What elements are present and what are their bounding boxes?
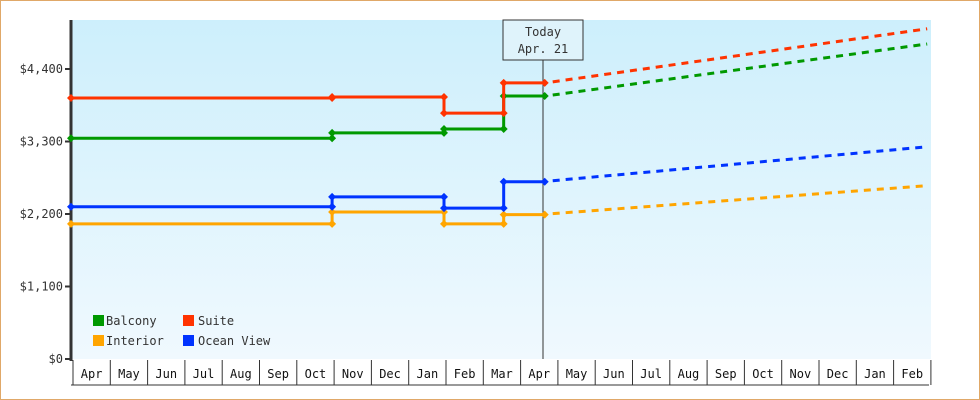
x-tick-label: Jun (155, 367, 177, 381)
x-axis: Apr May Jun Jul Aug Sep Oct Nov Dec Jan Feb Mar Apr M… (71, 360, 932, 386)
legend-label-suite: Suite (198, 314, 234, 328)
x-tick-label: Apr (81, 367, 103, 381)
legend-swatch-balcony (93, 315, 104, 326)
x-tick-label: Jun (603, 367, 625, 381)
legend-label-balcony: Balcony (106, 314, 157, 328)
x-tick-label: Feb (901, 367, 923, 381)
x-tick-label: Aug (230, 367, 252, 381)
x-tick-label: Apr (528, 367, 550, 381)
legend-label-ocean-view: Ocean View (198, 334, 271, 348)
x-tick-label: Jan (417, 367, 439, 381)
legend-swatch-interior (93, 335, 104, 346)
plot-area (71, 20, 931, 359)
series-suite (67, 27, 928, 118)
x-tick-label: Nov (342, 367, 364, 381)
legend-swatch-ocean-view (183, 335, 194, 346)
x-tick-label: Jul (193, 367, 215, 381)
x-tick-label: Dec (827, 367, 849, 381)
x-tick-label: Jul (640, 367, 662, 381)
today-label-box (502, 19, 584, 61)
x-tick-label: Sep (715, 367, 737, 381)
today-date: Apr. 21 (518, 42, 569, 56)
series-ocean-view (67, 145, 928, 213)
legend-swatch-suite (183, 315, 194, 326)
y-tick-label: $0 (49, 352, 63, 366)
y-tick-label: $4,400 (20, 62, 63, 76)
x-tick-label: May (118, 367, 140, 381)
today-label: Today (525, 25, 561, 39)
x-tick-label: Mar (491, 367, 513, 381)
series-lines (67, 27, 928, 228)
legend: Balcony Suite Interior Ocean View (93, 314, 271, 348)
x-tick-label: Jan (864, 367, 886, 381)
x-tick-label: Nov (790, 367, 812, 381)
x-tick-label: Sep (267, 367, 289, 381)
x-tick-label: Aug (678, 367, 700, 381)
x-tick-label: May (566, 367, 588, 381)
y-tick-label: $1,100 (20, 280, 63, 294)
x-tick-label: Oct (305, 367, 327, 381)
today-marker: Today Apr. 21 (502, 19, 584, 359)
legend-label-interior: Interior (106, 334, 164, 348)
x-tick-label: Oct (752, 367, 774, 381)
y-axis: $0 $1,100 $2,200 $3,300 $4,400 (20, 20, 73, 366)
x-tick-label: Dec (379, 367, 401, 381)
y-tick-label: $2,200 (20, 207, 63, 221)
y-tick-label: $3,300 (20, 135, 63, 149)
x-tick-label: Feb (454, 367, 476, 381)
